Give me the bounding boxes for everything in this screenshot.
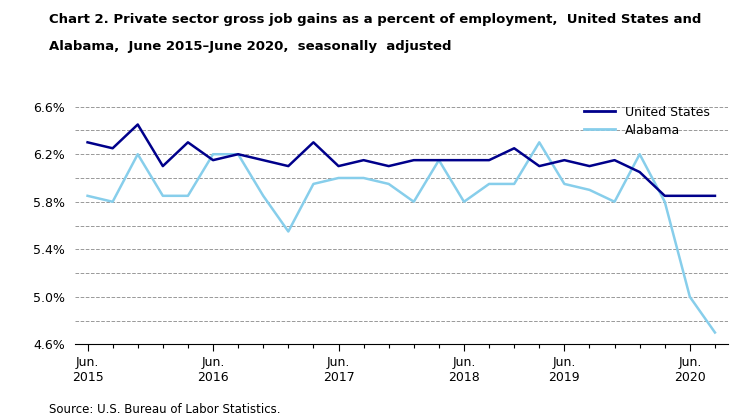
Alabama xyxy=(434,158,443,163)
Alabama xyxy=(410,199,419,204)
United States xyxy=(359,158,368,163)
United States xyxy=(410,158,419,163)
United States xyxy=(535,163,544,168)
Alabama xyxy=(460,199,469,204)
United States xyxy=(134,122,142,127)
United States xyxy=(234,152,243,157)
Line: United States: United States xyxy=(88,124,715,196)
Alabama xyxy=(134,152,142,157)
Text: Alabama,  June 2015–June 2020,  seasonally  adjusted: Alabama, June 2015–June 2020, seasonally… xyxy=(49,40,451,53)
Alabama xyxy=(384,181,393,186)
United States xyxy=(309,140,318,145)
United States xyxy=(510,146,519,151)
Alabama xyxy=(610,199,619,204)
Alabama xyxy=(108,199,117,204)
United States xyxy=(259,158,268,163)
United States xyxy=(560,158,568,163)
Alabama xyxy=(560,181,568,186)
Alabama xyxy=(535,140,544,145)
United States xyxy=(484,158,494,163)
United States xyxy=(660,193,669,198)
United States xyxy=(184,140,193,145)
United States xyxy=(83,140,92,145)
Alabama xyxy=(635,152,644,157)
Alabama xyxy=(234,152,243,157)
United States xyxy=(108,146,117,151)
United States xyxy=(686,193,694,198)
Alabama xyxy=(158,193,167,198)
Text: Source: U.S. Bureau of Labor Statistics.: Source: U.S. Bureau of Labor Statistics. xyxy=(49,403,280,416)
Alabama xyxy=(184,193,193,198)
Text: Chart 2. Private sector gross job gains as a percent of employment,  United Stat: Chart 2. Private sector gross job gains … xyxy=(49,13,701,26)
Alabama xyxy=(585,187,594,192)
Alabama xyxy=(660,199,669,204)
Alabama xyxy=(259,193,268,198)
United States xyxy=(610,158,619,163)
United States xyxy=(635,170,644,175)
United States xyxy=(585,163,594,168)
Legend: United States, Alabama: United States, Alabama xyxy=(578,101,715,142)
United States xyxy=(434,158,443,163)
United States xyxy=(384,163,393,168)
Alabama xyxy=(209,152,218,157)
Alabama xyxy=(710,330,719,335)
Alabama xyxy=(359,176,368,181)
United States xyxy=(710,193,719,198)
Alabama xyxy=(510,181,519,186)
United States xyxy=(334,163,343,168)
Alabama xyxy=(284,229,292,234)
Alabama xyxy=(686,294,694,299)
United States xyxy=(460,158,469,163)
United States xyxy=(284,163,292,168)
United States xyxy=(209,158,218,163)
United States xyxy=(158,163,167,168)
Alabama xyxy=(334,176,343,181)
Line: Alabama: Alabama xyxy=(88,142,715,333)
Alabama xyxy=(309,181,318,186)
Alabama xyxy=(83,193,92,198)
Alabama xyxy=(484,181,494,186)
